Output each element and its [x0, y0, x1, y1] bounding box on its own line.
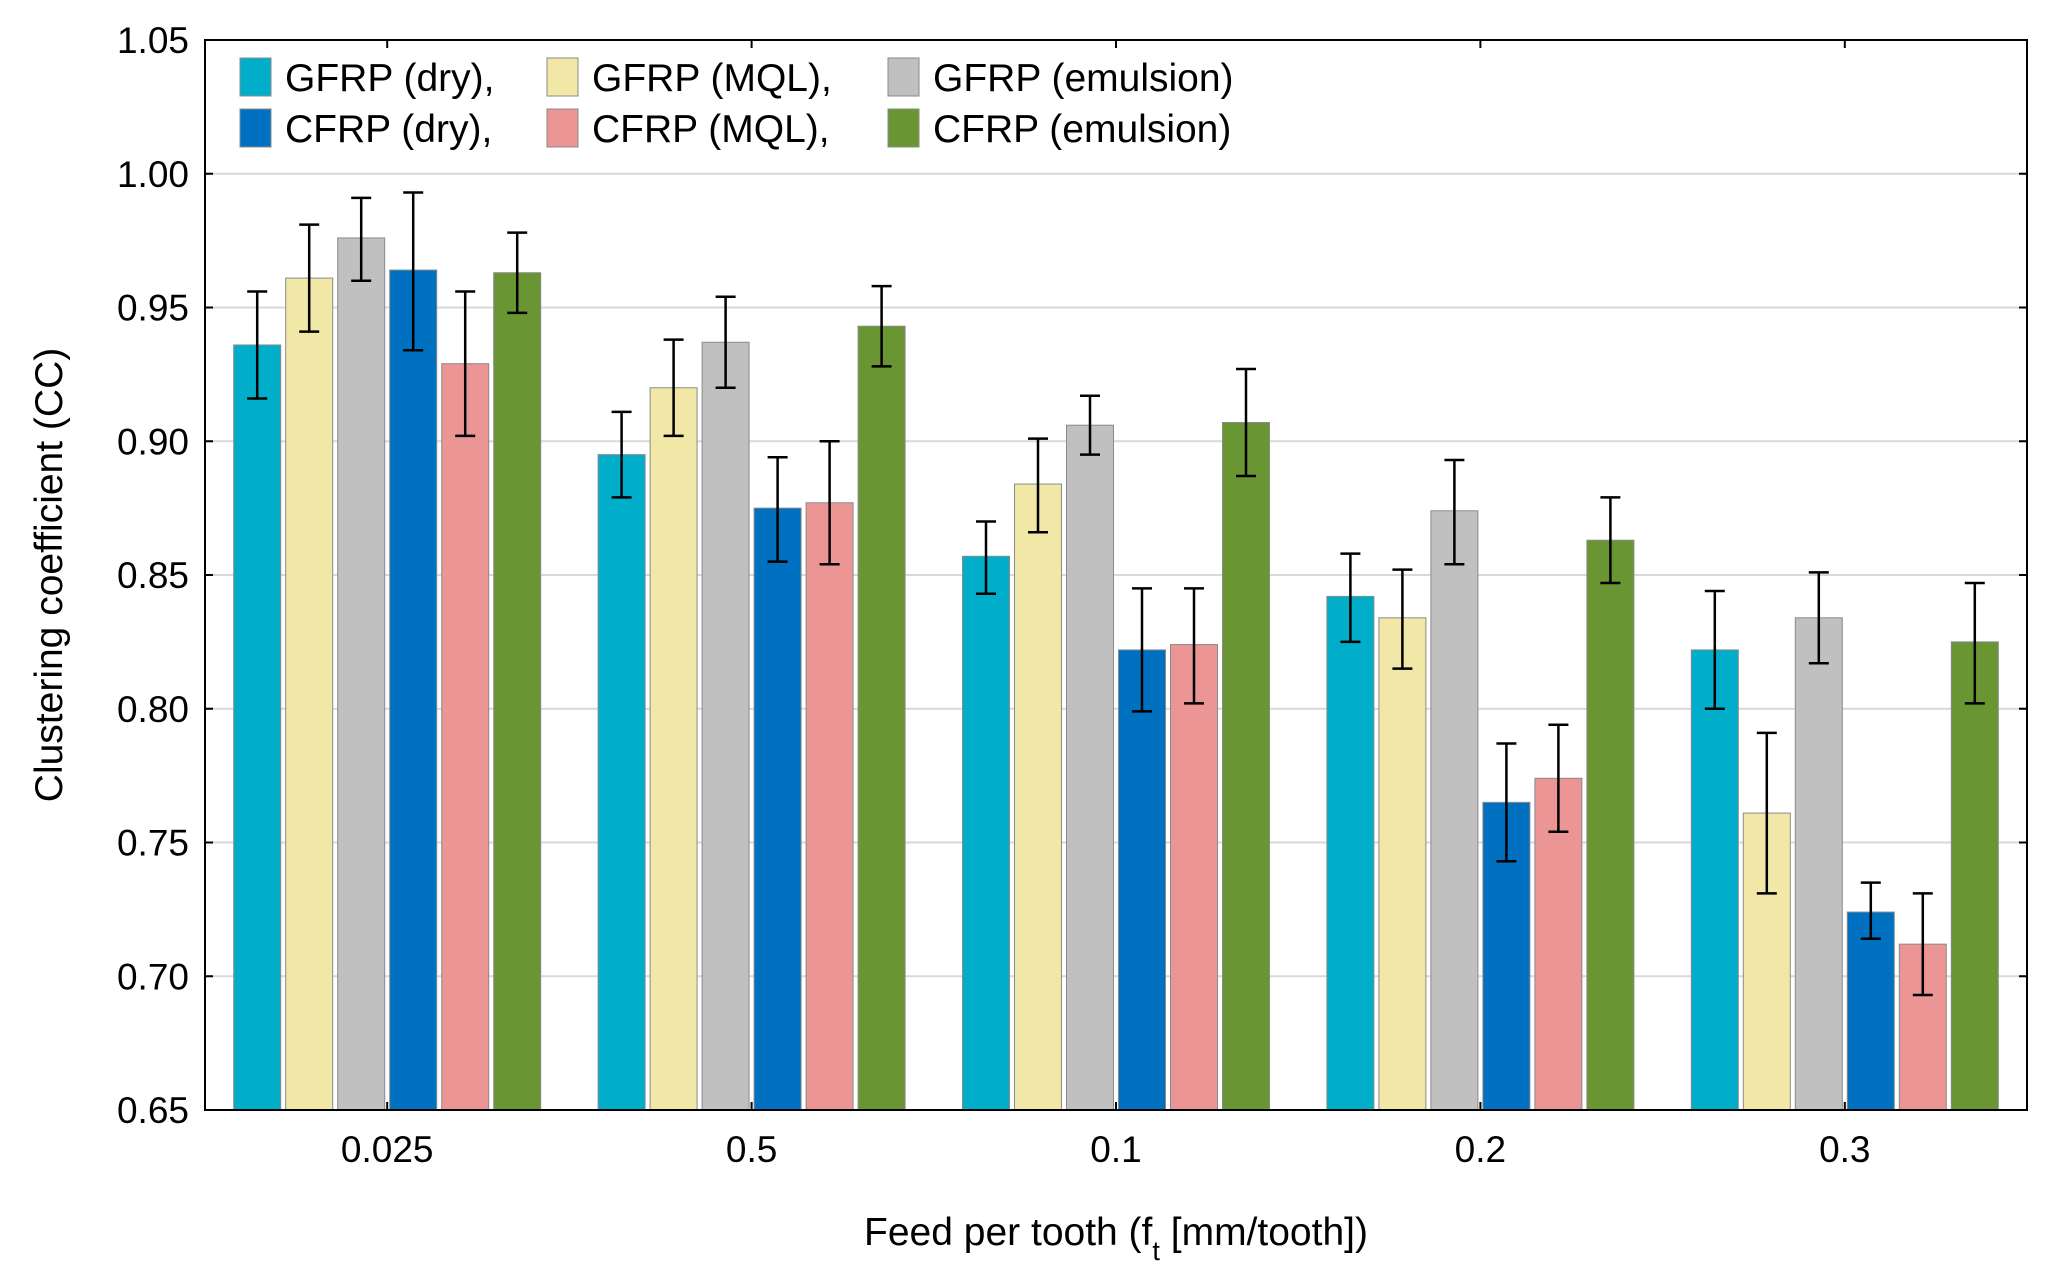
- x-tick-label: 0.3: [1819, 1129, 1870, 1170]
- y-tick-label: 1.00: [117, 154, 189, 195]
- bar: [285, 277, 334, 1111]
- x-tick-label: 0.1: [1090, 1129, 1141, 1170]
- y-axis-title: Clustering coefficient (CC): [28, 348, 71, 802]
- bar: [857, 325, 906, 1111]
- bar: [649, 387, 698, 1111]
- bar: [389, 269, 438, 1111]
- legend-label: GFRP (MQL),: [592, 57, 832, 100]
- y-tick-label: 0.85: [117, 555, 189, 596]
- y-tick-label: 0.70: [117, 956, 189, 997]
- y-tick-label: 0.80: [117, 689, 189, 730]
- bar: [493, 272, 542, 1111]
- bar: [1014, 483, 1062, 1111]
- legend-swatch: [239, 57, 272, 97]
- x-axis-title: Feed per tooth (ft [mm/tooth]): [864, 1211, 1368, 1266]
- bar: [1326, 595, 1375, 1111]
- legend-label: CFRP (MQL),: [592, 108, 830, 151]
- bar: [753, 507, 802, 1111]
- x-axis-title-subscript: t: [1152, 1236, 1160, 1266]
- x-tick-label: 0.2: [1455, 1129, 1506, 1170]
- y-tick-label: 0.75: [117, 823, 189, 864]
- legend-swatch: [546, 108, 579, 148]
- bar: [1222, 422, 1270, 1111]
- bar: [1586, 539, 1635, 1111]
- x-axis-title-main: Feed per tooth (f: [864, 1211, 1152, 1254]
- legend-label: CFRP (emulsion): [933, 108, 1231, 151]
- bar: [441, 363, 490, 1111]
- bar: [701, 341, 750, 1111]
- error-bars: [247, 191, 1985, 997]
- bar: [1950, 641, 1999, 1111]
- bar: [962, 555, 1010, 1111]
- bars: [233, 237, 1999, 1111]
- bar: [337, 237, 386, 1111]
- x-tick-label: 0.025: [341, 1129, 434, 1170]
- bar: [1846, 911, 1895, 1111]
- y-tick-label: 0.90: [117, 421, 189, 462]
- legend-label: GFRP (dry),: [285, 57, 494, 100]
- legend-swatch: [887, 108, 920, 148]
- legend-swatch: [239, 108, 272, 148]
- x-tick-label: 0.5: [726, 1129, 777, 1170]
- bar: [1430, 510, 1479, 1111]
- legend-swatch: [546, 57, 579, 97]
- bar: [233, 344, 282, 1111]
- bar: [597, 454, 646, 1111]
- bar: [1534, 777, 1583, 1111]
- y-tick-label: 1.05: [117, 20, 189, 61]
- bar: [1066, 424, 1114, 1111]
- bar: [805, 502, 854, 1111]
- y-tick-label: 0.95: [117, 288, 189, 329]
- bar: [1794, 617, 1843, 1111]
- legend-swatch: [887, 57, 920, 97]
- bar: [1118, 649, 1166, 1111]
- bar: [1170, 644, 1218, 1111]
- legend-label: GFRP (emulsion): [933, 57, 1234, 100]
- axis-ticks: 0.65 0.70 0.75 0.80 0.85 0.90 0.95 1.00 1.05 0.02…: [117, 20, 2027, 1170]
- x-axis-title-unit: [mm/tooth]): [1160, 1211, 1368, 1254]
- legend: GFRP (dry), GFRP (MQL), GFRP (emulsion) CFR…: [239, 57, 1234, 151]
- y-tick-label: 0.65: [117, 1090, 189, 1131]
- legend-label: CFRP (dry),: [285, 108, 492, 151]
- bar: [1378, 617, 1427, 1111]
- bar: [1690, 649, 1739, 1111]
